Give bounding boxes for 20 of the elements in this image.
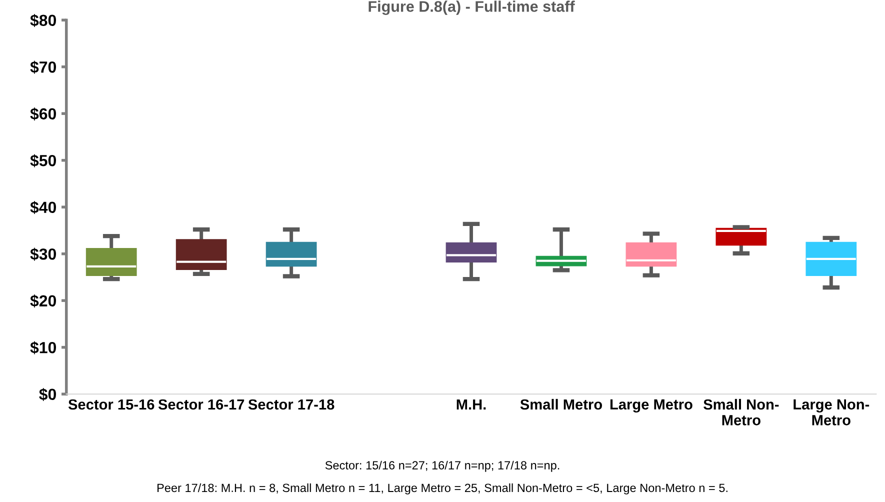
- y-tick-label: $80: [30, 14, 56, 28]
- x-tick-label: Small Non- Metro: [704, 398, 779, 426]
- text: Peer 17/18: M.H. n = 8, Small Metro n = 11, Large Metro = 25, Small Non-Metro = <5, Large Non-Metro n = 5.: [157, 483, 728, 494]
- chart-title: Figure D.8(a) - Full-time staff: [368, 0, 575, 15]
- y-tick-label: $30: [30, 248, 56, 261]
- x-tick-label: Sector 16-17: [158, 399, 244, 410]
- x-tick-label: Sector 15-16: [68, 399, 154, 410]
- text: Sector: 15/16 n=27; 16/17 n=np; 17/18 n=np.: [325, 460, 560, 472]
- x-tick-label: Large Non- Metro: [794, 399, 870, 426]
- x-tick-label: M.H.: [456, 399, 486, 410]
- y-tick-label: $60: [30, 108, 56, 121]
- y-tick-label: $0: [39, 388, 56, 402]
- y-tick-label: $10: [30, 341, 56, 354]
- y-tick-label: $50: [30, 154, 56, 168]
- y-tick-label: $70: [30, 60, 56, 74]
- x-tick-label: Large Metro: [610, 399, 692, 413]
- y-tick-label: $20: [30, 294, 56, 308]
- y-tick-label: $40: [30, 201, 56, 214]
- x-tick-label: Sector 17-18: [248, 399, 334, 410]
- x-tick-label: Small Metro: [520, 398, 602, 410]
